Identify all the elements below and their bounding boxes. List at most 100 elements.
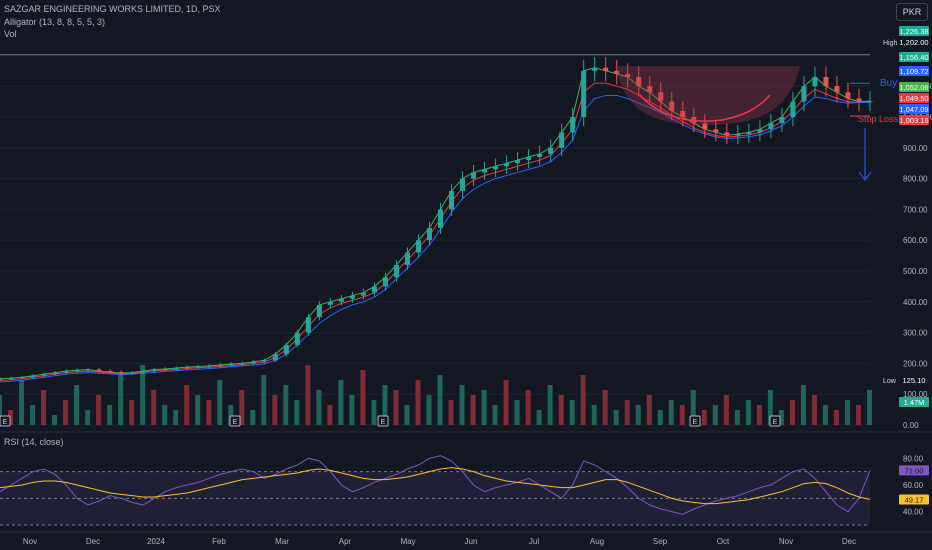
rsi-legend[interactable]: RSI (14, close) [4, 437, 64, 447]
price-badge [899, 93, 929, 103]
volume-bar [272, 395, 278, 425]
candle-body [63, 371, 69, 373]
price-badge-text: 1.47M [904, 398, 925, 407]
currency-button[interactable]: PKR [896, 3, 928, 21]
volume-bar [217, 380, 223, 425]
volume-bar [41, 390, 47, 425]
volume-bar [657, 410, 663, 425]
candle-body [129, 372, 135, 374]
candle-body [107, 371, 113, 373]
candle-body [526, 157, 532, 161]
candle-body [316, 304, 322, 318]
candle-body [140, 371, 146, 373]
volume-bar [679, 405, 685, 425]
price-badge-text: 1,052.06 [899, 83, 928, 92]
time-axis-label: Mar [275, 537, 289, 546]
time-axis-label: Dec [842, 537, 856, 546]
candle-body [30, 375, 36, 378]
cup-curve [639, 94, 771, 122]
time-axis-label: Nov [779, 537, 793, 546]
price-tick-label: 600.00 [903, 236, 928, 245]
candle-body [592, 67, 598, 71]
time-axis-label: May [400, 537, 415, 546]
candle-body [845, 92, 851, 99]
rsi-line [0, 455, 871, 515]
volume-bar [778, 410, 784, 425]
candle-body [261, 360, 267, 362]
candle-body [471, 172, 477, 179]
volume-bar [569, 400, 575, 425]
volume-bar [151, 390, 157, 425]
volume-bar [536, 410, 542, 425]
candle-body [294, 332, 300, 345]
volume-bar [448, 400, 454, 425]
volume-bar [294, 400, 300, 425]
candle-body [713, 129, 719, 133]
candle-body [614, 70, 620, 74]
candle-body [669, 101, 675, 111]
price-tick-label: 700.00 [903, 205, 928, 214]
price-tick-label: 100.00 [903, 390, 928, 399]
volume-bar [52, 415, 58, 425]
volume-bar [437, 375, 443, 425]
candle-body [801, 86, 807, 102]
alligator-line-2 [0, 94, 870, 383]
volume-bar [239, 390, 245, 425]
price-badge-text: 125.10 [903, 376, 926, 385]
alligator-legend[interactable]: Alligator (13, 8, 8, 5, 5, 3) [4, 17, 106, 27]
candle-body [415, 240, 421, 253]
volume-bar [404, 405, 410, 425]
volume-bar [481, 390, 487, 425]
candle-body [702, 123, 708, 130]
volume-bar [646, 395, 652, 425]
candle-body [41, 374, 47, 376]
price-badge [899, 37, 929, 47]
candle-body [52, 372, 58, 375]
candle-body [757, 129, 763, 133]
volume-legend[interactable]: Vol [4, 29, 17, 39]
price-badge-text: 1,226.38 [899, 27, 928, 36]
volume-bar [558, 395, 564, 425]
candle-body [790, 101, 796, 117]
volume-bar [492, 405, 498, 425]
price-badge-text: 1,156.40 [899, 53, 928, 62]
candle-body [250, 361, 256, 364]
earnings-marker [377, 415, 389, 427]
candle-body [570, 117, 576, 133]
candle-body [460, 178, 466, 191]
candle-body [283, 344, 289, 355]
price-badge [899, 115, 929, 125]
candle-body [382, 277, 388, 287]
time-axis-label: Oct [717, 537, 730, 546]
price-badge [899, 397, 929, 407]
candle-body [746, 132, 752, 134]
time-axis-label: Jul [529, 537, 539, 546]
candle-body [779, 117, 785, 124]
candle-body [867, 100, 873, 102]
price-tick-label: 500.00 [903, 267, 928, 276]
rsi-tick-label: 60.00 [903, 481, 924, 490]
candle-body [768, 123, 774, 130]
volume-bar [85, 410, 91, 425]
volume-bar [140, 365, 146, 425]
price-tick-label: 200.00 [903, 359, 928, 368]
volume-bar [745, 400, 751, 425]
volume-bar [811, 395, 817, 425]
volume-bar [0, 395, 2, 425]
volume-bar [195, 395, 201, 425]
candle-body [426, 227, 432, 241]
time-axis-label: Jun [465, 537, 478, 546]
badge-prefix: Low [883, 378, 897, 385]
rsi-badge [899, 465, 929, 476]
volume-bar [668, 400, 674, 425]
badge-prefix: High [883, 40, 898, 47]
volume-bar [767, 390, 773, 425]
cup-pattern-shade [615, 66, 800, 125]
volume-bar [393, 390, 399, 425]
candle-body [603, 67, 609, 71]
candle-body [184, 367, 190, 369]
volume-bar [19, 380, 25, 425]
earnings-marker-label: E [693, 419, 698, 426]
candle-body [162, 368, 168, 370]
